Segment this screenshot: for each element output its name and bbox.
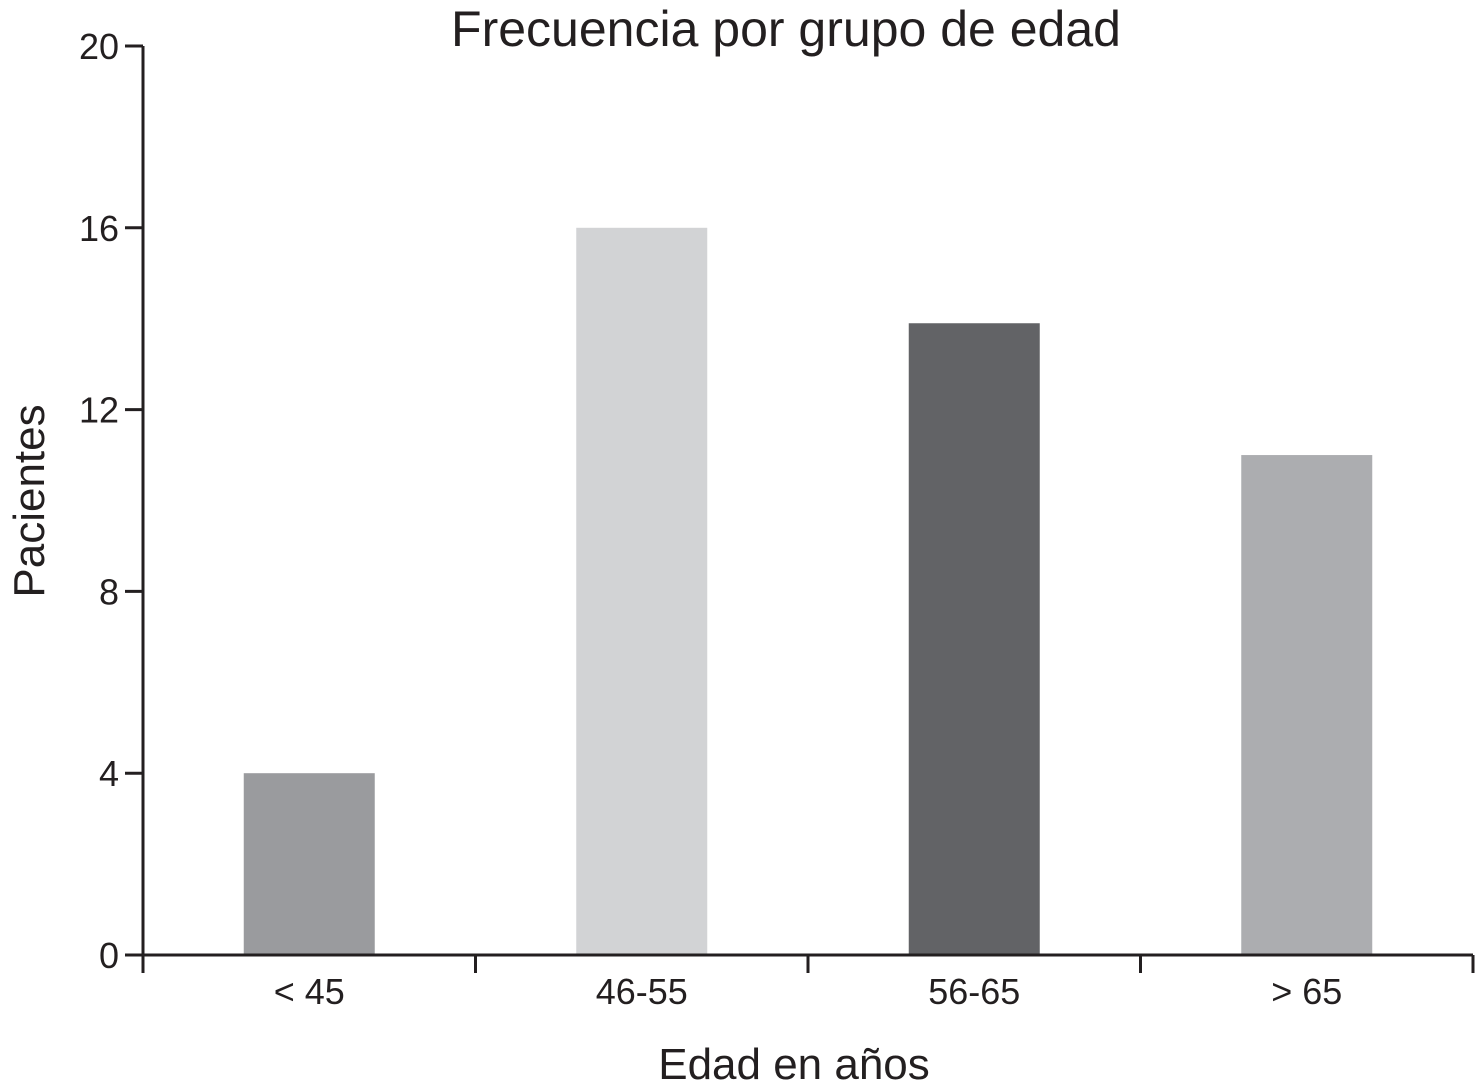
x-axis: < 45 46-55 56-65 > 65: [125, 953, 1475, 1012]
bar-2: [576, 227, 708, 956]
y-tick-label: 20: [79, 26, 119, 67]
bar-4: [1241, 455, 1373, 955]
y-tick-label: 8: [99, 571, 119, 612]
y-axis: 0 4 8 12 16 20: [79, 26, 145, 976]
bars-group: [243, 227, 1373, 956]
y-tick-label: 16: [79, 208, 119, 249]
x-tick-label: > 65: [1271, 971, 1342, 1012]
x-axis-label: Edad en años: [658, 1040, 930, 1089]
x-tick-label: < 45: [274, 971, 345, 1012]
bar-3: [908, 323, 1040, 955]
y-tick-label: 4: [99, 753, 119, 794]
y-tick-label: 0: [99, 935, 119, 976]
chart-title: Frecuencia por grupo de edad: [451, 1, 1121, 57]
x-tick-label: 56-65: [928, 971, 1020, 1012]
x-tick-label: 46-55: [596, 971, 688, 1012]
bar-1: [243, 773, 375, 955]
y-tick-label: 12: [79, 390, 119, 431]
y-axis-label: Pacientes: [5, 404, 54, 597]
